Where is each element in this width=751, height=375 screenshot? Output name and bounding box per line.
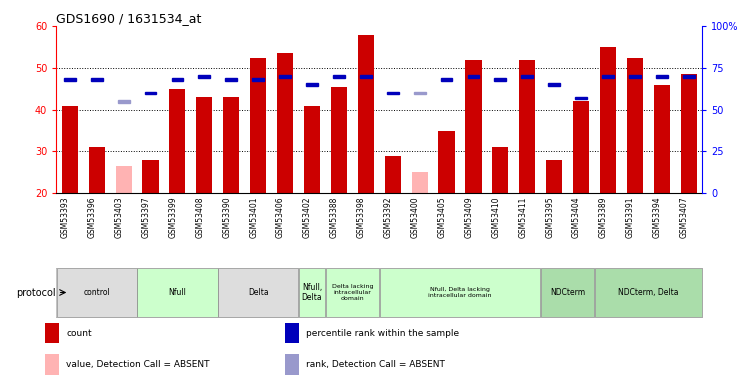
Bar: [145, 92, 156, 94]
Bar: [304, 105, 320, 193]
Bar: [521, 75, 533, 78]
Text: Nfull,
Delta: Nfull, Delta: [302, 283, 322, 302]
Bar: [223, 97, 240, 193]
Text: GSM53395: GSM53395: [545, 197, 554, 238]
Text: GSM53406: GSM53406: [276, 197, 285, 238]
Text: GSM53388: GSM53388: [330, 197, 339, 238]
Bar: [656, 75, 668, 78]
Bar: [218, 268, 298, 317]
Text: Delta: Delta: [248, 288, 268, 297]
Text: NDCterm: NDCterm: [550, 288, 585, 297]
Bar: [45, 354, 59, 375]
Text: Delta lacking
intracellular
domain: Delta lacking intracellular domain: [332, 284, 373, 301]
Bar: [285, 323, 299, 344]
Bar: [279, 75, 291, 78]
Text: NDCterm, Delta: NDCterm, Delta: [618, 288, 679, 297]
Bar: [225, 78, 237, 81]
Bar: [143, 160, 158, 193]
Bar: [548, 83, 560, 86]
Bar: [137, 268, 218, 317]
Bar: [595, 268, 702, 317]
Bar: [360, 75, 372, 78]
Text: GSM53403: GSM53403: [115, 197, 124, 238]
Text: GSM53402: GSM53402: [303, 197, 312, 238]
Bar: [91, 78, 103, 81]
Bar: [250, 57, 266, 193]
Bar: [198, 75, 210, 78]
Bar: [326, 268, 379, 317]
Text: GSM53410: GSM53410: [491, 197, 500, 238]
Text: count: count: [66, 328, 92, 338]
Bar: [118, 100, 129, 103]
Bar: [299, 268, 325, 317]
Bar: [285, 354, 299, 375]
Bar: [45, 323, 59, 344]
Text: protocol: protocol: [16, 288, 56, 297]
Bar: [493, 147, 508, 193]
Bar: [387, 92, 399, 94]
Bar: [602, 75, 614, 78]
Text: GSM53389: GSM53389: [599, 197, 608, 238]
Text: control: control: [83, 288, 110, 297]
Text: GSM53396: GSM53396: [88, 197, 97, 238]
Bar: [89, 147, 105, 193]
Bar: [170, 89, 185, 193]
Text: GSM53409: GSM53409: [464, 197, 473, 238]
Text: GSM53405: GSM53405: [438, 197, 447, 238]
Bar: [683, 75, 695, 78]
Bar: [494, 78, 506, 81]
Text: GSM53408: GSM53408: [195, 197, 204, 238]
Bar: [171, 78, 183, 81]
Text: Nfull, Delta lacking
intracellular domain: Nfull, Delta lacking intracellular domai…: [428, 287, 492, 298]
Bar: [330, 87, 347, 193]
Text: GSM53392: GSM53392: [384, 197, 393, 238]
Bar: [333, 75, 345, 78]
Text: GSM53397: GSM53397: [141, 197, 150, 238]
Bar: [379, 268, 541, 317]
Bar: [519, 60, 535, 193]
Bar: [439, 130, 454, 193]
Bar: [252, 78, 264, 81]
Bar: [468, 75, 479, 78]
Text: percentile rank within the sample: percentile rank within the sample: [306, 328, 460, 338]
Text: GSM53400: GSM53400: [411, 197, 420, 238]
Bar: [441, 78, 452, 81]
Text: GDS1690 / 1631534_at: GDS1690 / 1631534_at: [56, 12, 202, 25]
Text: value, Detection Call = ABSENT: value, Detection Call = ABSENT: [66, 360, 210, 369]
Text: Nfull: Nfull: [168, 288, 186, 297]
Bar: [116, 166, 131, 193]
Bar: [466, 60, 481, 193]
Bar: [196, 97, 213, 193]
Text: GSM53399: GSM53399: [168, 197, 177, 238]
Text: GSM53407: GSM53407: [680, 197, 689, 238]
Bar: [541, 268, 594, 317]
Bar: [306, 83, 318, 86]
Text: GSM53394: GSM53394: [653, 197, 662, 238]
Bar: [412, 172, 428, 193]
Bar: [680, 74, 697, 193]
Bar: [653, 85, 670, 193]
Text: GSM53390: GSM53390: [222, 197, 231, 238]
Bar: [414, 92, 426, 94]
Bar: [62, 105, 78, 193]
Text: GSM53401: GSM53401: [249, 197, 258, 238]
Bar: [600, 47, 616, 193]
Text: GSM53411: GSM53411: [518, 197, 527, 238]
Text: GSM53404: GSM53404: [572, 197, 581, 238]
Bar: [629, 75, 641, 78]
Text: GSM53391: GSM53391: [626, 197, 635, 238]
Bar: [385, 156, 401, 193]
Text: GSM53398: GSM53398: [357, 197, 366, 238]
Text: GSM53393: GSM53393: [61, 197, 70, 238]
Bar: [357, 34, 374, 193]
Bar: [627, 57, 643, 193]
Bar: [56, 268, 137, 317]
Bar: [277, 53, 293, 193]
Bar: [546, 160, 562, 193]
Bar: [64, 78, 76, 81]
Bar: [575, 96, 587, 99]
Bar: [573, 101, 589, 193]
Text: rank, Detection Call = ABSENT: rank, Detection Call = ABSENT: [306, 360, 445, 369]
